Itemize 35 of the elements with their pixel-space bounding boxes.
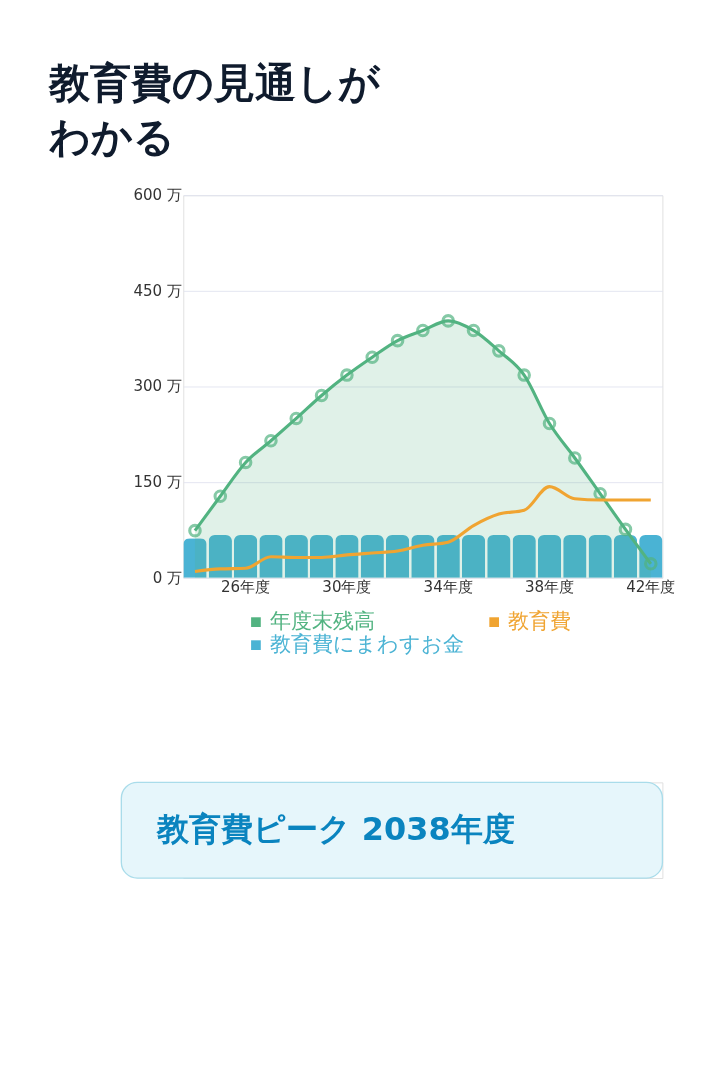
point <box>390 333 405 348</box>
point <box>542 416 557 431</box>
point <box>618 522 633 537</box>
point <box>188 523 202 538</box>
point <box>593 486 607 501</box>
x-tick-label: 34年度 <box>423 577 473 596</box>
point <box>213 489 228 504</box>
text: 教育費ピーク 2038年度 <box>155 809 515 848</box>
point <box>289 411 304 426</box>
y-tick-label: 0 万 <box>152 568 182 587</box>
point <box>644 557 658 571</box>
y-tick-label: 300 万 <box>133 377 182 396</box>
point <box>466 323 481 338</box>
point <box>492 344 506 358</box>
point <box>365 350 380 364</box>
point <box>517 368 531 382</box>
legend-label: 年度末残高 <box>270 608 376 634</box>
point <box>340 368 354 382</box>
point <box>441 314 455 328</box>
line-series <box>193 485 653 574</box>
x-tick-label: 26年度 <box>221 577 271 596</box>
x-tick-label: 38年度 <box>524 577 575 596</box>
legend-label: 教育費にまわすお金 <box>270 631 465 657</box>
point <box>238 455 253 470</box>
y-tick-label: 150 万 <box>133 473 182 492</box>
point <box>416 323 430 338</box>
x-tick-label: 30年度 <box>322 577 372 596</box>
point <box>314 388 329 403</box>
point <box>264 433 278 448</box>
y-tick-label: 600 万 <box>133 186 182 205</box>
x-tick-label: 42年度 <box>626 577 676 596</box>
chart-title: 教育費の見通しがわかる <box>48 58 382 162</box>
y-tick-label: 450 万 <box>133 281 182 300</box>
legend-label: 教育費 <box>508 608 572 634</box>
point <box>568 451 582 465</box>
